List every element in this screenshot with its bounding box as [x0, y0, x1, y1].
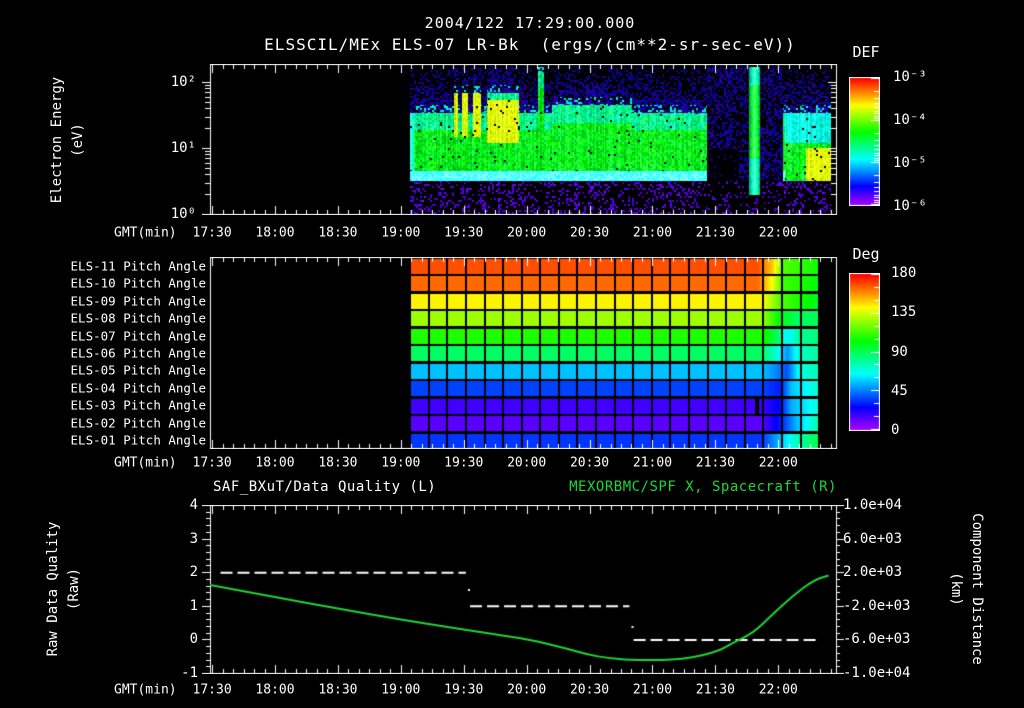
pitch-row-label: ELS-05 Pitch Angle — [70, 362, 206, 378]
page-title-dataset: ELSSCIL/MEx ELS-07 LR-Bk (ergs/(cm**2-sr… — [264, 35, 796, 54]
page-title-datetime: 2004/122 17:29:00.000 — [424, 14, 636, 32]
def-colorbar-tick-label: 10⁻³ — [893, 69, 927, 85]
pitch-angle-canvas — [202, 257, 845, 449]
spectrogram-y-axis-label: Electron Energy (eV) — [47, 77, 89, 203]
quality-title-right: MEXORBMC/SPF X, Spacecraft (R) — [569, 479, 837, 495]
time-tick-label: 19:00 — [381, 682, 421, 698]
def-colorbar — [849, 77, 880, 206]
time-tick-label: 18:30 — [318, 455, 358, 471]
distance-tick-label: 6.0e+03 — [843, 530, 903, 547]
deg-colorbar-tick-label: 0 — [891, 422, 900, 438]
time-tick-label: 20:30 — [569, 225, 610, 241]
quality-title-left: SAF_BXuT/Data Quality (L) — [213, 479, 437, 495]
def-colorbar-tick-label: 10⁻⁴ — [893, 112, 927, 128]
time-tick-label: 20:00 — [507, 455, 547, 471]
time-tick-label: 19:00 — [381, 455, 421, 471]
time-tick-label: 18:00 — [255, 225, 295, 241]
time-tick-label: 21:00 — [632, 455, 673, 471]
pitch-row-label: ELS-08 Pitch Angle — [70, 310, 206, 326]
distance-tick-label: -6.0e+03 — [843, 631, 911, 648]
gmt-axis-label-middle: GMT(min) — [114, 455, 177, 471]
time-tick-label: 21:30 — [695, 225, 735, 241]
distance-y-axis-label-line1: Component Distance — [969, 513, 985, 665]
energy-tick-label: 10¹ — [170, 140, 196, 156]
deg-colorbar-tick-label: 45 — [891, 382, 908, 399]
gmt-axis-label-bottom: GMT(min) — [114, 682, 177, 698]
energy-tick-label: 10⁰ — [170, 206, 196, 222]
line-plot-canvas — [202, 505, 845, 674]
quality-y-axis-label-left-line1: Raw Data Quality — [45, 521, 61, 657]
gmt-axis-label-top: GMT(min) — [114, 225, 177, 241]
time-tick-label: 22:00 — [758, 225, 798, 241]
pitch-row-label: ELS-03 Pitch Angle — [70, 397, 206, 413]
raw-quality-tick-label: -1 — [181, 665, 198, 681]
energy-tick-label: 10² — [170, 74, 196, 90]
time-tick-label: 17:30 — [192, 455, 232, 471]
pitch-row-label: ELS-01 Pitch Angle — [70, 432, 206, 448]
raw-quality-tick-label: 1 — [189, 597, 198, 614]
time-tick-label: 20:30 — [569, 682, 610, 698]
pitch-row-label: ELS-11 Pitch Angle — [70, 258, 206, 274]
raw-quality-tick-label: 4 — [189, 497, 198, 513]
distance-tick-label: 1.0e+04 — [843, 497, 903, 513]
deg-colorbar-tick-label: 180 — [891, 265, 917, 281]
deg-colorbar-tick-label: 135 — [891, 304, 917, 321]
time-tick-label: 20:00 — [507, 682, 547, 698]
time-tick-label: 21:00 — [632, 225, 673, 241]
raw-quality-tick-label: 3 — [189, 530, 198, 547]
time-tick-label: 20:30 — [569, 455, 610, 471]
def-colorbar-tick-label: 10⁻⁵ — [893, 155, 927, 171]
distance-y-axis-label-right: Component Distance (km) — [945, 513, 987, 665]
pitch-row-label: ELS-02 Pitch Angle — [70, 415, 206, 431]
distance-tick-label: -1.0e+04 — [843, 665, 911, 681]
time-tick-label: 22:00 — [758, 455, 798, 471]
time-tick-label: 19:00 — [381, 225, 421, 241]
time-tick-label: 18:00 — [255, 682, 295, 698]
deg-colorbar-title: Deg — [852, 245, 880, 263]
pitch-row-label: ELS-04 Pitch Angle — [70, 380, 206, 396]
time-tick-label: 17:30 — [192, 682, 232, 698]
raw-quality-tick-label: 0 — [189, 631, 198, 648]
def-colorbar-title: DEF — [852, 43, 880, 61]
time-tick-label: 19:30 — [444, 682, 484, 698]
time-tick-label: 22:00 — [758, 682, 798, 698]
time-tick-label: 18:00 — [255, 455, 295, 471]
time-tick-label: 21:00 — [632, 682, 673, 698]
raw-quality-tick-label: 2 — [189, 564, 198, 581]
time-tick-label: 18:30 — [318, 682, 358, 698]
pitch-row-label: ELS-09 Pitch Angle — [70, 293, 206, 309]
def-colorbar-tick-label: 10⁻⁶ — [893, 198, 927, 214]
pitch-row-label: ELS-07 Pitch Angle — [70, 328, 206, 344]
quality-y-axis-label-left: Raw Data Quality (Raw) — [43, 522, 85, 657]
time-tick-label: 19:30 — [444, 455, 484, 471]
distance-tick-label: 2.0e+03 — [843, 564, 903, 581]
quality-y-axis-label-left-line2: (Raw) — [66, 567, 82, 611]
spectrogram-y-axis-label-line1: Electron Energy — [49, 76, 65, 204]
pitch-row-label: ELS-10 Pitch Angle — [70, 275, 206, 291]
distance-tick-label: -2.0e+03 — [843, 597, 911, 614]
time-tick-label: 17:30 — [192, 225, 232, 241]
time-tick-label: 19:30 — [444, 225, 484, 241]
time-tick-label: 21:30 — [695, 455, 735, 471]
pitch-row-label: ELS-06 Pitch Angle — [70, 345, 206, 361]
spectrogram-y-axis-label-line2: (eV) — [70, 123, 86, 157]
deg-colorbar-tick-label: 90 — [891, 343, 908, 360]
time-tick-label: 18:30 — [318, 225, 358, 241]
time-tick-label: 21:30 — [695, 682, 735, 698]
distance-y-axis-label-line2: (km) — [948, 572, 964, 606]
spectrogram-canvas — [202, 64, 845, 215]
deg-colorbar — [849, 273, 880, 431]
time-tick-label: 20:00 — [507, 225, 547, 241]
